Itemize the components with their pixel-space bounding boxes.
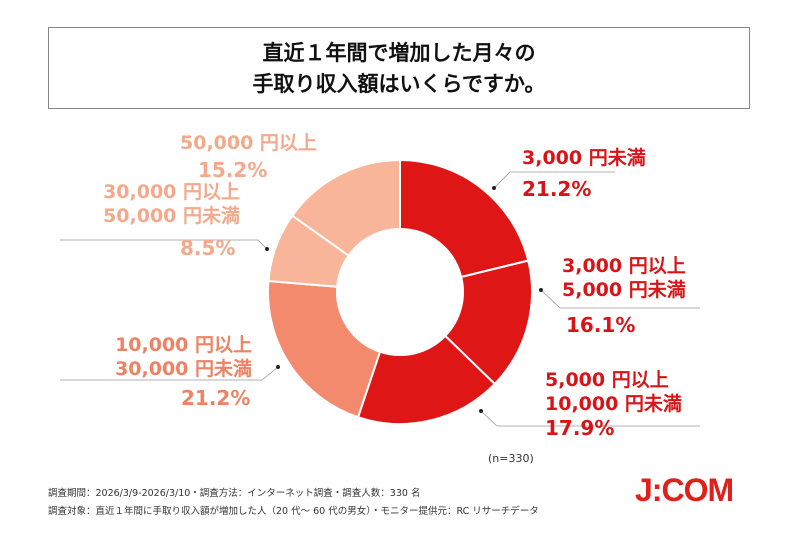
- footer-survey-target: 調査対象：直近１年間に手取り収入額が増加した人（20 代～ 60 代の男女）・モ…: [48, 506, 539, 517]
- title-line-2: 手取り収入額はいくらですか。: [252, 72, 546, 96]
- value-label-2: 17.9%: [545, 416, 615, 440]
- value-label-5: 15.2%: [198, 158, 268, 182]
- jcom-logo: J:COM: [635, 472, 734, 508]
- leader-dot-0: [492, 186, 496, 190]
- label-0: 3,000 円未満: [522, 147, 646, 169]
- donut-slice-3: [267, 279, 382, 419]
- donut-slice-0: [399, 158, 530, 279]
- leader-line-3: [60, 366, 279, 381]
- leader-dot-2: [479, 409, 483, 413]
- value-label-1: 16.1%: [566, 313, 636, 337]
- chart-title: 直近１年間で増加した月々の 手取り収入額はいくらですか。: [48, 27, 750, 109]
- leader-dot-4: [265, 247, 269, 251]
- sample-size-note: (n=330): [488, 452, 534, 465]
- label-5: 50,000 円以上: [180, 132, 317, 154]
- value-label-0: 21.2%: [522, 177, 592, 201]
- label-2: 5,000 円以上 10,000 円未満: [545, 369, 682, 415]
- label-1: 3,000 円以上 5,000 円未満: [562, 255, 686, 301]
- leader-dot-1: [539, 288, 543, 292]
- donut-slice-2: [356, 334, 497, 425]
- value-label-3: 21.2%: [181, 386, 251, 410]
- donut-slice-5: [290, 158, 401, 257]
- label-4: 30,000 円以上 50,000 円未満: [103, 181, 240, 227]
- leader-dot-3: [276, 365, 280, 369]
- label-3: 10,000 円以上 30,000 円未満: [115, 334, 252, 380]
- leader-line-0: [493, 171, 615, 189]
- leader-line-2: [480, 410, 700, 427]
- value-label-4: 8.5%: [180, 236, 236, 260]
- footer-survey-period: 調査期間：2026/3/9-2026/3/10・調査方法：インターネット調査・調…: [48, 488, 421, 499]
- leader-line-4: [60, 239, 268, 250]
- leader-line-1: [540, 289, 700, 309]
- title-line-1: 直近１年間で増加した月々の: [262, 41, 536, 65]
